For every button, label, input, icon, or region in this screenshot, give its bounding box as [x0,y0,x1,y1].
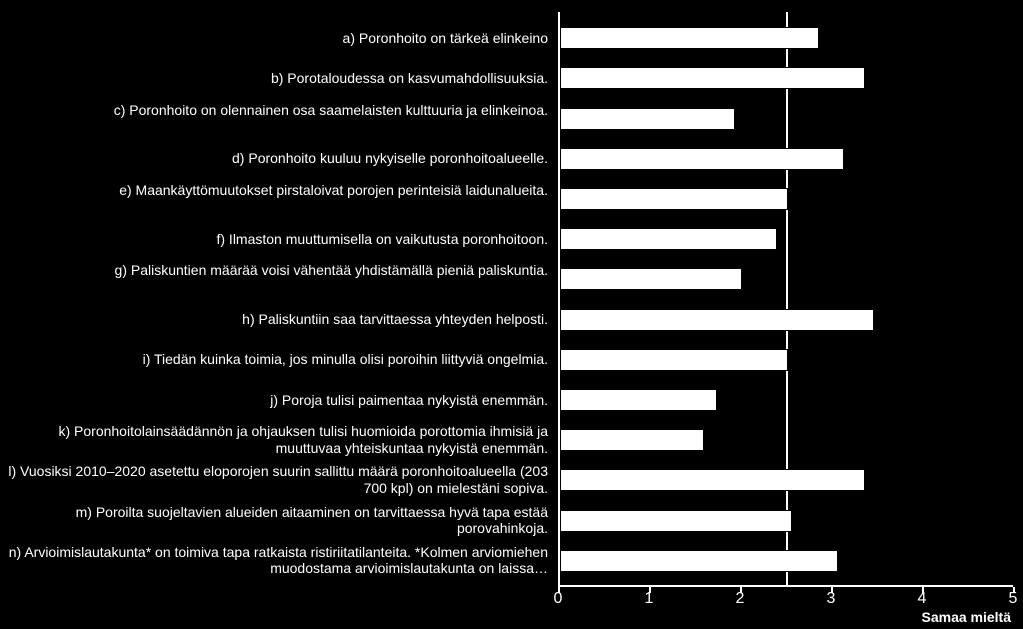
bar [560,188,788,210]
bar [560,349,788,371]
survey-bar-chart: a) Poronhoito on tärkeä elinkeino b) Poro… [0,0,1023,629]
x-axis-line [558,585,1013,587]
bar [560,67,865,89]
bar [560,148,844,170]
bar [560,469,865,491]
category-label: l) Vuosiksi 2010–2020 asetettu eloporoje… [8,463,548,496]
category-label: i) Tiedän kuinka toimia, jos minulla oli… [8,351,548,368]
plot-area [558,12,1013,587]
bar [560,389,717,411]
category-label: b) Porotaloudessa on kasvumahdollisuuksi… [8,70,548,87]
x-tick-label: 5 [1003,590,1023,608]
category-label: c) Poronhoito on olennainen osa saamelai… [8,102,548,119]
bar [560,228,777,250]
gridline [786,12,788,587]
category-label: k) Poronhoitolainsäädännön ja ohjauksen … [8,423,548,456]
bar [560,429,704,451]
bar [560,27,819,49]
category-label: m) Poroilta suojeltavien alueiden aitaam… [8,504,548,537]
category-label: h) Paliskuntiin saa tarvittaessa yhteyde… [8,311,548,328]
bar [560,510,792,532]
category-label: f) Ilmaston muuttumisella on vaikutusta … [8,231,548,248]
category-label: e) Maankäyttömuutokset pirstaloivat poro… [8,182,548,199]
bar [560,550,838,572]
x-tick-label: 3 [821,590,841,608]
x-tick-label: 4 [912,590,932,608]
category-label: n) Arvioimislautakunta* on toimiva tapa … [8,544,548,577]
x-tick-label: 0 [548,590,568,608]
x-axis-title: Samaa mieltä [922,609,1012,625]
x-tick-label: 1 [639,590,659,608]
category-label: a) Poronhoito on tärkeä elinkeino [8,30,548,47]
bar [560,268,742,290]
category-label: j) Poroja tulisi paimentaa nykyistä enem… [8,392,548,409]
bar [560,108,735,130]
bar [560,309,874,331]
category-label: g) Paliskuntien määrää voisi vähentää yh… [8,262,548,279]
x-tick-label: 2 [730,590,750,608]
y-axis-line [558,12,560,587]
category-label: d) Poronhoito kuuluu nykyiselle poronhoi… [8,150,548,167]
